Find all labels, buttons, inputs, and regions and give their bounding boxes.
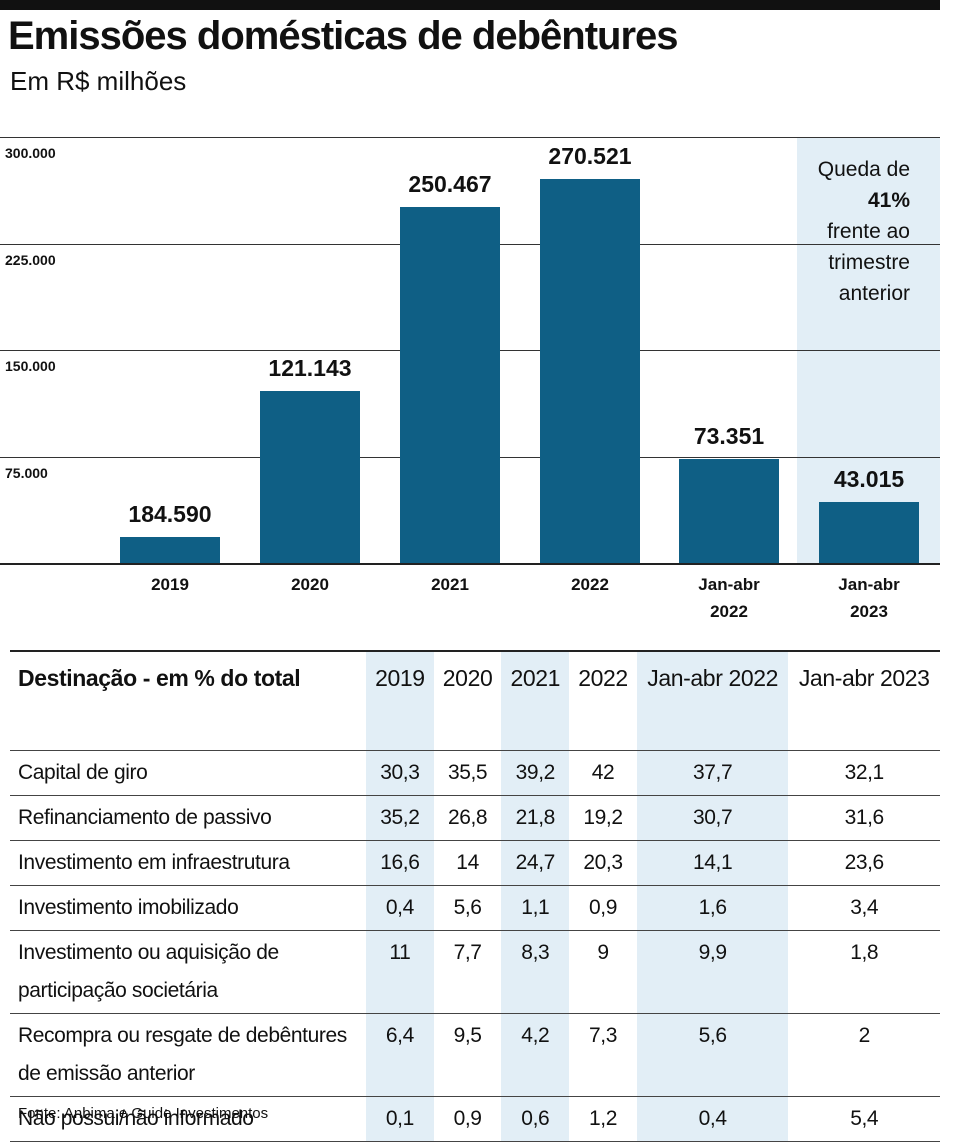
- table-cell: 19,2: [569, 795, 637, 841]
- table-cell: 5,6: [636, 1013, 789, 1097]
- chart-subtitle: Em R$ milhões: [10, 66, 187, 96]
- table-cell: 9,5: [433, 1013, 502, 1097]
- table-cell: 7,3: [569, 1013, 637, 1097]
- table-cell: 24,7: [501, 840, 570, 886]
- table-cell: 35,2: [366, 795, 434, 841]
- table-cell: 14,1: [636, 840, 789, 886]
- bar: [260, 390, 360, 563]
- header-cell: 2020: [442, 665, 493, 691]
- value-label: 43.015: [833, 465, 905, 492]
- table-cell: 1,1: [501, 885, 570, 931]
- table-cell: Capital de giro: [10, 750, 366, 796]
- value-label: 270.521: [548, 142, 632, 169]
- chart-title: Emissões domésticas de debêntures: [8, 14, 678, 58]
- table-cell: 9: [569, 930, 637, 1014]
- annotation: frente ao: [827, 220, 910, 243]
- value-label: 250.467: [408, 171, 492, 198]
- table-cell: 16,6: [366, 840, 434, 886]
- table-cell: Refinanciamento de passivo: [10, 795, 366, 841]
- table-cell: 21,8: [501, 795, 570, 841]
- table-cell: 0,4: [636, 1096, 789, 1142]
- table-row: Investimento ou aquisição de participaçã…: [10, 930, 940, 1014]
- x-tick-label: 2020: [291, 575, 329, 594]
- table-cell: 35,5: [433, 750, 502, 796]
- table-row: Capital de giro 30,3 35,5 39,2 42 37,7 32,1: [10, 750, 940, 796]
- header-cell: Jan-abr 2022: [636, 651, 789, 751]
- table-cell: Investimento imobilizado: [10, 885, 366, 931]
- annotation: anterior: [838, 282, 910, 305]
- table-cell: 8,3: [501, 930, 570, 1014]
- x-tick-label: Jan-abr 2022: [698, 575, 760, 621]
- y-tick-label: 75.000: [5, 464, 48, 481]
- top-rule: [0, 0, 940, 10]
- table-cell: 7,7: [433, 930, 502, 1014]
- table-cell: 9,9: [636, 930, 789, 1014]
- table-cell: 26,8: [433, 795, 502, 841]
- annotation: Queda de: [817, 158, 910, 181]
- table-cell: Investimento ou aquisição de participaçã…: [10, 930, 366, 1014]
- table-cell: 20,3: [569, 840, 637, 886]
- table-cell: 0,9: [569, 885, 637, 931]
- table-cell: 23,6: [788, 840, 940, 886]
- header-cell: 2019: [366, 651, 434, 751]
- table-cell: 3,4: [788, 885, 940, 931]
- value-label: 184.590: [128, 500, 212, 527]
- table-cell: 11: [366, 930, 434, 1014]
- table-cell: 0,1: [366, 1096, 434, 1142]
- value-label: 121.143: [268, 354, 352, 381]
- table-cell: 0,4: [366, 885, 434, 931]
- header-cell: Jan-abr 2023: [798, 665, 930, 691]
- header-cell: 2021: [501, 651, 570, 751]
- table-cell: 42: [569, 750, 637, 796]
- y-tick-label: 225.000: [5, 251, 56, 268]
- table-cell: Recompra ou resgate de debêntures de emi…: [10, 1013, 366, 1097]
- x-tick-label: Jan-abr 2023: [838, 575, 900, 621]
- x-tick-label: 2019: [151, 575, 189, 594]
- y-tick-label: 300.000: [5, 145, 56, 161]
- table-cell: 1,2: [569, 1096, 637, 1142]
- chart: 75.000 150.000 225.000 300.000 184.590 2019 12…: [0, 137, 940, 621]
- table-row: Recompra ou resgate de debêntures de emi…: [10, 1013, 940, 1097]
- table-row: Refinanciamento de passivo 35,2 26,8 21,8 19…: [10, 795, 940, 841]
- bar: [679, 458, 779, 563]
- table-cell: Investimento em infraestrutura: [10, 840, 366, 886]
- table-cell: 37,7: [636, 750, 789, 796]
- bar: [540, 178, 640, 563]
- annotation: trimestre: [828, 251, 910, 274]
- table-cell: 1,6: [636, 885, 789, 931]
- header-row: Destinação - em % do total 2019 2020 2021 20…: [10, 651, 940, 751]
- table-cell: 4,2: [501, 1013, 570, 1097]
- table-cell: 32,1: [788, 750, 940, 796]
- bar: [120, 536, 220, 563]
- table-row: Investimento em infraestrutura 16,6 14 24,7…: [10, 840, 940, 886]
- x-tick-label: 2022: [571, 575, 609, 594]
- bar: [819, 501, 919, 563]
- table-cell: 31,6: [788, 795, 940, 841]
- y-tick-label: 150.000: [5, 358, 56, 374]
- x-tick-label: 2021: [431, 575, 469, 594]
- table-cell: 14: [433, 840, 502, 886]
- source: Fonte: Anbima e Guide Investimentos: [18, 1105, 269, 1122]
- baseline: [0, 563, 940, 565]
- table-cell: 30,7: [636, 795, 789, 841]
- annotation: 41%: [867, 189, 910, 212]
- table-row: Investimento imobilizado 0,4 5,6 1,1 0,9 1,6 3…: [10, 885, 940, 931]
- header-cell: 2022: [578, 665, 628, 691]
- data-table: Destinação - em % do total 2019 2020 2021 20…: [10, 650, 940, 1142]
- table-cell: 5,6: [433, 885, 502, 931]
- table-cell: 0,6: [501, 1096, 570, 1142]
- table-cell: 2: [788, 1013, 940, 1097]
- table-cell: 39,2: [501, 750, 570, 796]
- header-cell: Destinação - em % do total: [18, 665, 301, 691]
- table-cell: 0,9: [433, 1096, 502, 1142]
- value-label: 73.351: [693, 422, 765, 449]
- table-cell: 6,4: [366, 1013, 434, 1097]
- table-cell: 5,4: [788, 1096, 940, 1142]
- grid-line: [0, 137, 940, 138]
- table-cell: 30,3: [366, 750, 434, 796]
- bar: [400, 207, 500, 563]
- table-cell: 1,8: [788, 930, 940, 1014]
